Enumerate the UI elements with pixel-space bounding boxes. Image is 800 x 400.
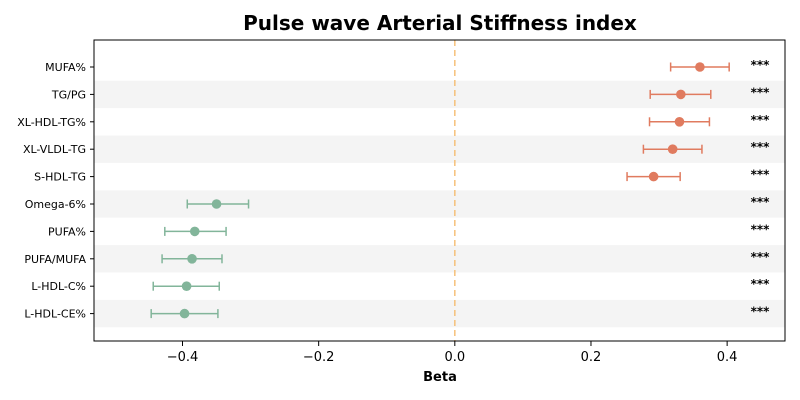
y-tick-label: MUFA% [45, 61, 86, 74]
significance-label: *** [751, 195, 771, 209]
x-tick-label: 0.0 [444, 350, 465, 365]
estimate-point [187, 253, 197, 264]
estimate-point [189, 226, 200, 237]
x-axis-label: Beta [423, 370, 457, 385]
x-tick-label: 0.2 [581, 350, 602, 365]
y-tick-label: Omega-6% [25, 198, 86, 211]
chart-title: Pulse wave Arterial Stiffness index [243, 11, 637, 35]
y-tick-label: L-HDL-CE% [24, 308, 86, 321]
estimate-point [667, 144, 678, 154]
estimate-point [181, 281, 192, 292]
significance-label: *** [751, 222, 771, 236]
significance-label: *** [751, 305, 771, 319]
significance-label: *** [751, 85, 771, 99]
y-tick-label: PUFA/MUFA [24, 253, 86, 266]
y-tick-label: TG/PG [51, 88, 86, 101]
significance-label: *** [751, 58, 771, 72]
significance-label: *** [751, 168, 771, 182]
estimate-point [211, 199, 222, 209]
estimate-point [179, 308, 190, 319]
y-tick-label: PUFA% [48, 225, 86, 238]
plot-frame [93, 39, 786, 342]
significance-label: *** [751, 113, 771, 127]
y-tick-label: L-HDL-C% [31, 280, 86, 293]
y-tick-label: XL-VLDL-TG [23, 143, 86, 156]
significance-label: *** [751, 277, 771, 291]
significance-label: *** [751, 250, 771, 264]
x-tick-label: 0.4 [717, 350, 738, 365]
estimate-point [674, 117, 685, 127]
estimate-point [676, 89, 686, 100]
estimate-point [648, 171, 659, 182]
plot-area: −0.4 −0.2 0.0 0.2 0.4 MUFA% *** TG/PG *** XL-HDL-… [17, 40, 770, 365]
y-tick-label: XL-HDL-TG% [17, 116, 86, 129]
y-tick-label: S-HDL-TG [34, 171, 86, 184]
x-tick-label: −0.2 [303, 350, 335, 365]
significance-label: *** [751, 140, 771, 154]
x-tick-label: −0.4 [167, 350, 199, 365]
estimate-point [695, 62, 705, 72]
